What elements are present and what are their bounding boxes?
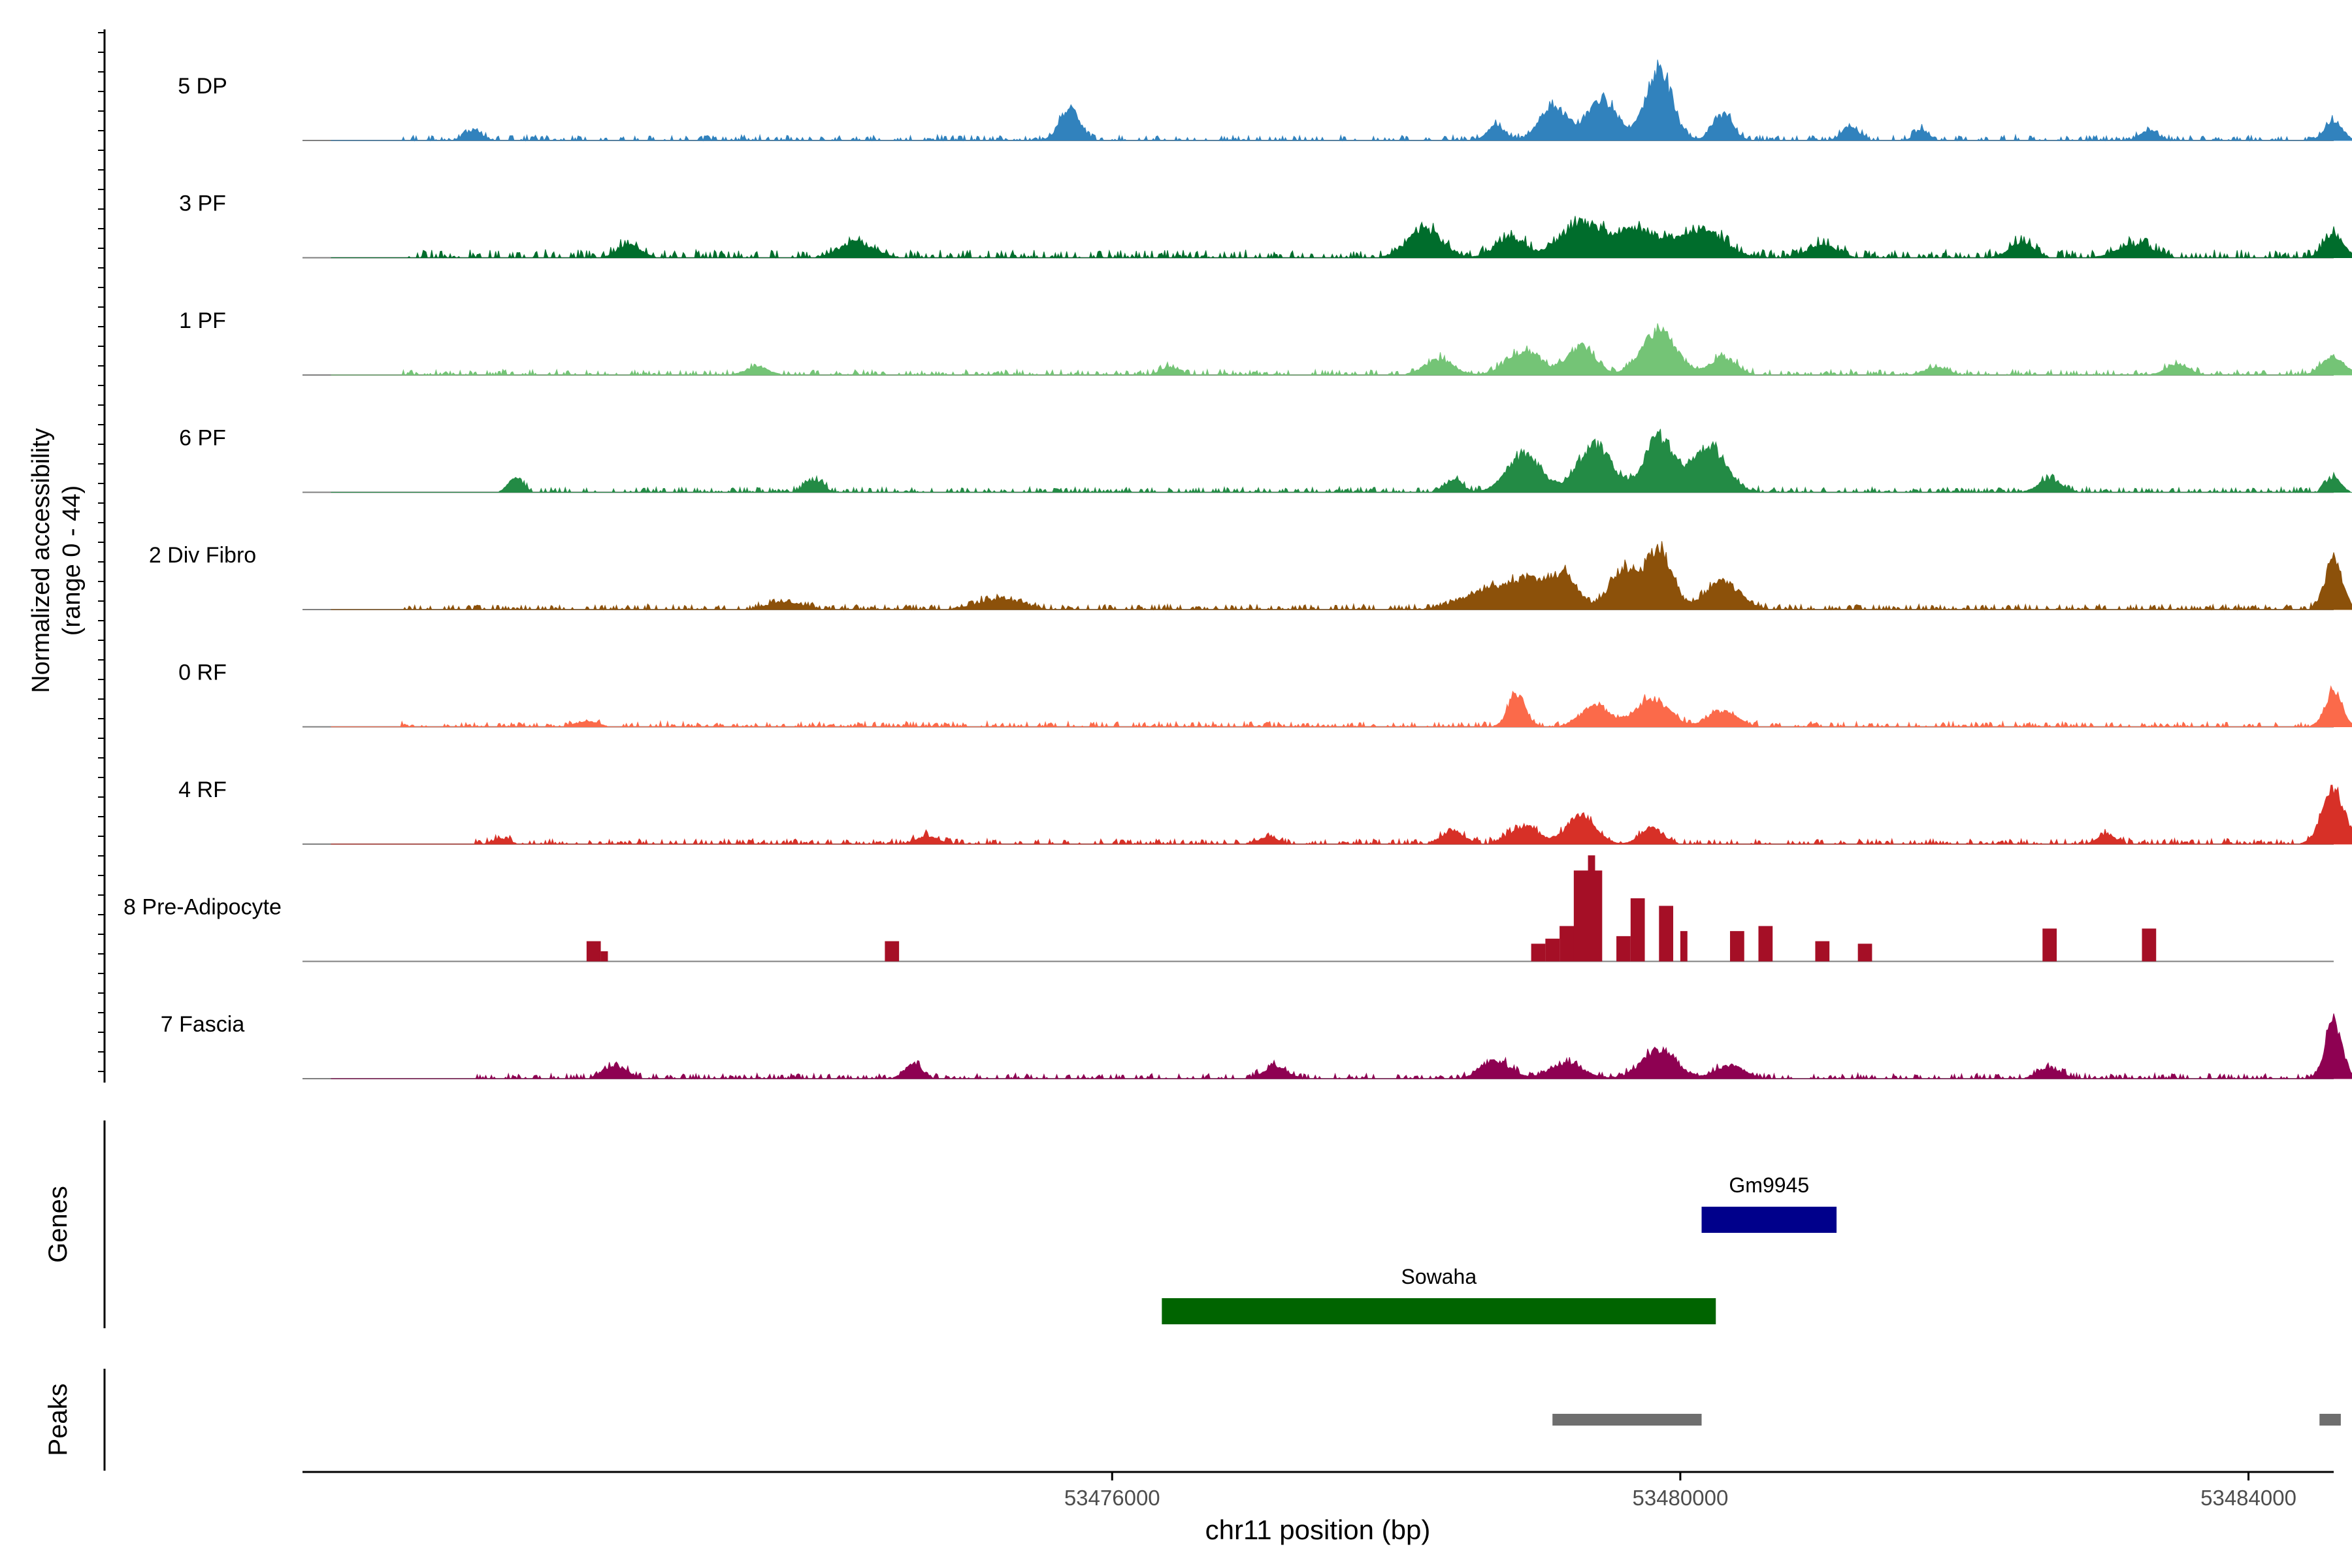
track-1-pf: 1 PF bbox=[179, 308, 2352, 376]
coverage-area bbox=[331, 541, 2352, 611]
coverage-area bbox=[331, 323, 2352, 376]
coverage-block bbox=[1815, 941, 1830, 962]
track-8-pre-adipocyte: 8 Pre-Adipocyte bbox=[123, 855, 2334, 962]
track-label: 8 Pre-Adipocyte bbox=[123, 895, 282, 920]
coverage-area bbox=[331, 216, 2352, 259]
peaks-label: Peaks bbox=[44, 1383, 73, 1456]
x-tick-label: 53476000 bbox=[1064, 1486, 1160, 1510]
coverage-block bbox=[586, 941, 601, 962]
coverage-block bbox=[1680, 931, 1688, 962]
track-label: 4 RF bbox=[178, 777, 227, 802]
genes-panel: Gm9945 Sowaha bbox=[1162, 1173, 1837, 1324]
coverage-block bbox=[1630, 898, 1645, 962]
track-label: 0 RF bbox=[178, 661, 227, 685]
coverage-y-ticks bbox=[98, 32, 105, 1072]
track-0-rf: 0 RF bbox=[178, 661, 2352, 728]
coverage-block bbox=[1545, 938, 1560, 962]
track-7-fascia: 7 Fascia bbox=[161, 1012, 2352, 1080]
genes-label: Genes bbox=[44, 1186, 73, 1263]
coverage-block bbox=[1659, 906, 1674, 962]
track-label: 2 Div Fibro bbox=[149, 543, 256, 568]
coverage-area bbox=[331, 785, 2352, 845]
coverage-ylabel-line2: (range 0 - 44) bbox=[58, 485, 86, 636]
track-2-div-fibro: 2 Div Fibro bbox=[149, 541, 2352, 611]
track-3-pf: 3 PF bbox=[179, 191, 2352, 259]
coverage-block bbox=[1588, 855, 1595, 962]
gene-body bbox=[1162, 1298, 1716, 1324]
track-4-rf: 4 RF bbox=[178, 777, 2352, 845]
coverage-block bbox=[600, 951, 608, 962]
gene-gm9945: Gm9945 bbox=[1701, 1173, 1837, 1233]
coverage-tracks: 5 DP 3 PF 1 PF 6 PF 2 Div Fibro 0 RF 4 RF 8 Pre… bbox=[123, 59, 2352, 1080]
track-label: 6 PF bbox=[179, 426, 226, 451]
track-6-pf: 6 PF bbox=[179, 426, 2352, 494]
x-axis-title: chr11 position (bp) bbox=[1205, 1514, 1431, 1545]
gene-label: Sowaha bbox=[1401, 1265, 1477, 1288]
coverage-block bbox=[885, 941, 900, 962]
x-tick-label: 53484000 bbox=[2200, 1486, 2296, 1510]
x-ticks: 53476000 53480000 53484000 bbox=[1064, 1472, 2296, 1510]
track-label: 3 PF bbox=[179, 191, 226, 216]
track-label: 1 PF bbox=[179, 308, 226, 333]
track-label: 7 Fascia bbox=[161, 1012, 245, 1037]
gene-sowaha: Sowaha bbox=[1162, 1265, 1716, 1324]
track-5-dp: 5 DP bbox=[178, 59, 2352, 142]
track-label: 5 DP bbox=[178, 74, 227, 99]
coverage-ylabel-line1: Normalized accessibility bbox=[27, 428, 55, 693]
coverage-block bbox=[1616, 936, 1631, 962]
gene-label: Gm9945 bbox=[1729, 1173, 1809, 1197]
coverage-block bbox=[1729, 931, 1744, 962]
coverage-block bbox=[2142, 928, 2157, 962]
gene-body bbox=[1701, 1207, 1837, 1233]
coverage-block bbox=[2042, 928, 2057, 962]
coverage-block bbox=[1758, 926, 1773, 962]
coverage-area bbox=[331, 59, 2352, 142]
coverage-area bbox=[331, 685, 2352, 728]
coverage-block bbox=[1531, 943, 1546, 962]
x-tick-label: 53480000 bbox=[1632, 1486, 1728, 1510]
coverage-block bbox=[1857, 943, 1872, 962]
peak-region bbox=[2319, 1414, 2341, 1426]
coverage-area bbox=[331, 1013, 2352, 1080]
coverage-area bbox=[331, 429, 2352, 494]
peaks-panel bbox=[1552, 1414, 2341, 1426]
peak-region bbox=[1552, 1414, 1702, 1426]
